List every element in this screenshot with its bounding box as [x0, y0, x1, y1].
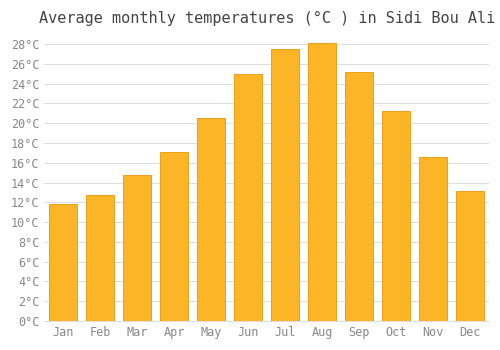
Bar — [123, 175, 151, 321]
Bar — [197, 118, 225, 321]
Bar — [346, 72, 373, 321]
Bar — [86, 195, 114, 321]
Bar — [272, 49, 299, 321]
Bar — [382, 111, 410, 321]
Bar — [234, 74, 262, 321]
Bar — [456, 191, 484, 321]
Bar — [420, 157, 447, 321]
Bar — [160, 152, 188, 321]
Bar — [308, 43, 336, 321]
Bar — [49, 204, 77, 321]
Title: Average monthly temperatures (°C ) in Sidi Bou Ali: Average monthly temperatures (°C ) in Si… — [38, 11, 495, 26]
